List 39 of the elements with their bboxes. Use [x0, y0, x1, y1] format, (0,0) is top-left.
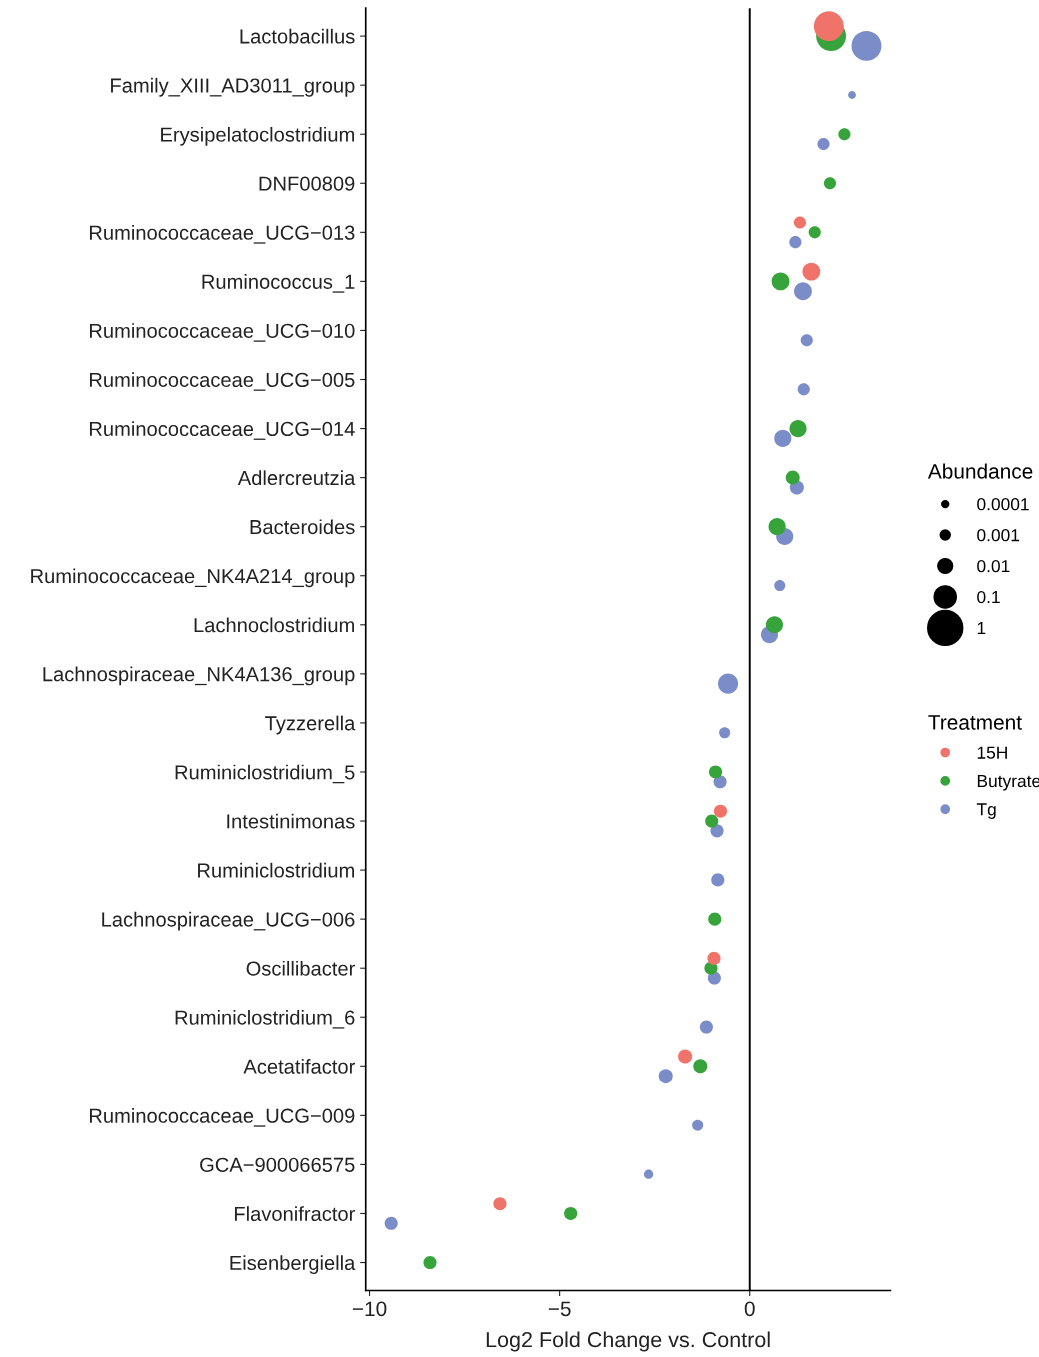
x-axis-title: Log2 Fold Change vs. Control — [486, 1331, 770, 1352]
x-tick-label: 0 — [744, 1301, 755, 1317]
y-tick-label: Lactobacillus — [240, 28, 355, 44]
y-tick-label: Ruminococcaceae_NK4A214_group — [31, 568, 355, 588]
y-tick-label: DNF00809 — [259, 176, 355, 191]
y-tick-label: Lachnospiraceae_UCG−006 — [102, 911, 355, 931]
y-tick-label: Family_XIII_AD3011_group — [111, 77, 355, 97]
legend-label: 0.0001 — [977, 498, 1029, 511]
y-tick-label: GCA−900066575 — [200, 1157, 355, 1172]
y-tick-label: Acetatifactor — [243, 1059, 355, 1074]
y-tick-label: Ruminococcaceae_UCG−009 — [89, 1108, 355, 1127]
legend-label: 15H — [977, 746, 1007, 759]
y-tick-label: Lachnoclostridium — [194, 617, 354, 633]
y-tick-label: Ruminococcaceae_UCG−013 — [89, 225, 355, 244]
x-tick-label: −10 — [352, 1301, 387, 1317]
y-tick-label: Ruminococcus_1 — [202, 274, 355, 293]
legend-label: 0.1 — [977, 590, 1000, 604]
legend-label: Tg — [976, 803, 996, 819]
y-tick-label: Ruminiclostridium_5 — [175, 764, 355, 784]
y-tick-label: Intestinimonas — [227, 813, 355, 829]
y-tick-label: Adlercreutzia — [237, 470, 356, 486]
y-tick-label: Ruminiclostridium — [198, 862, 354, 878]
x-tick-label: −5 — [548, 1301, 571, 1317]
y-tick-label: Ruminococcaceae_UCG−014 — [89, 421, 355, 440]
legend-title: Treatment — [928, 715, 1022, 730]
text: Abundance — [927, 463, 1033, 479]
y-tick-label: Erysipelatoclostridium — [161, 126, 354, 146]
y-tick-label: Ruminococcaceae_UCG−005 — [89, 372, 355, 391]
y-tick-label: Flavonifractor — [234, 1206, 355, 1221]
y-tick-label: Tyzzerella — [265, 715, 356, 735]
legend-label: 1 — [977, 622, 986, 634]
legend-label: 0.001 — [977, 529, 1020, 542]
y-tick-label: Eisenbergiella — [230, 1255, 356, 1275]
y-tick-label: Ruminiclostridium_6 — [175, 1009, 355, 1029]
y-tick-label: Ruminococcaceae_UCG−010 — [89, 323, 355, 342]
y-tick-label: Bacteroides — [250, 519, 355, 535]
y-tick-label: Lachnospiraceae_NK4A136_group — [43, 666, 355, 686]
legend-label: 0.01 — [977, 559, 1010, 573]
y-tick-label: Oscillibacter — [246, 960, 355, 976]
